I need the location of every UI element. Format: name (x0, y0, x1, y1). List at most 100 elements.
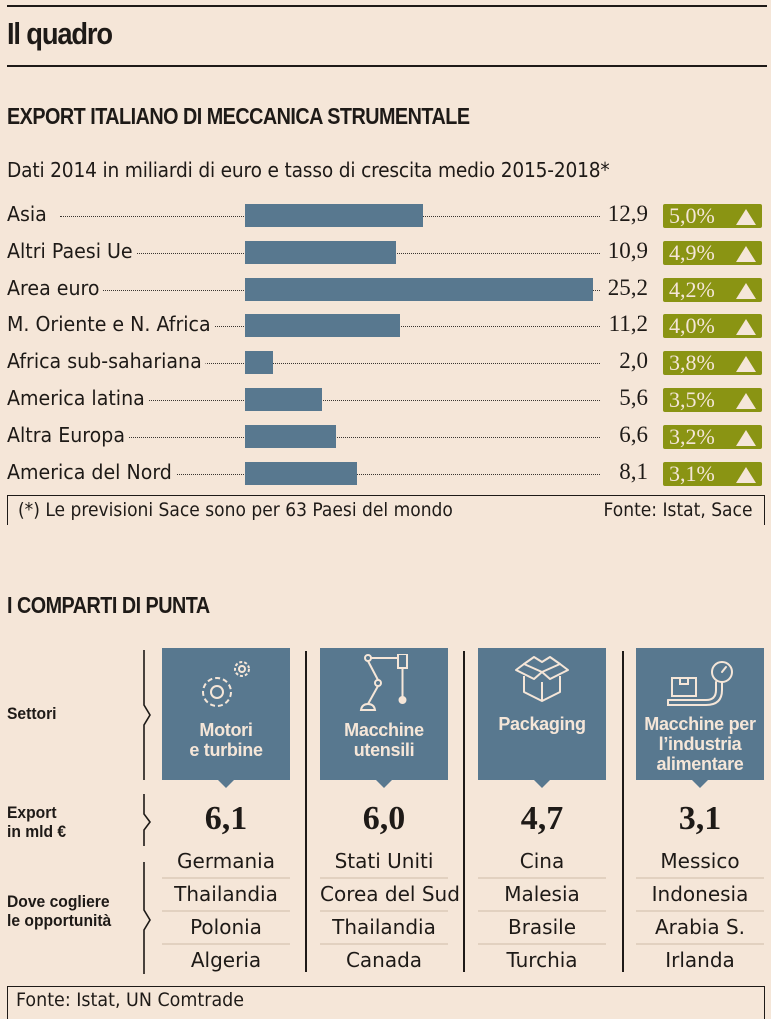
category-label: America latina (7, 386, 149, 410)
bar-row: M. Oriente e N. Africa 11,2 4,0% (0, 311, 771, 341)
growth-rate: 5,0% (669, 203, 715, 228)
bar-row: Altri Paesi Ue 10,9 4,9% (0, 237, 771, 268)
value-label: 5,6 (615, 385, 648, 411)
value-label: 6,6 (615, 421, 648, 448)
row-label-dove: Dove cogliere le opportunità (7, 892, 111, 930)
value-label: 10,9 (603, 237, 648, 264)
country-item: Malesia (504, 882, 580, 906)
row-label-export: Export in mld € (7, 803, 66, 841)
category-label: Altra Europa (7, 422, 129, 447)
growth-rate: 4,9% (669, 239, 715, 265)
country-divider (478, 910, 606, 912)
country-item: Cina (519, 849, 565, 873)
growth-rate: 3,1% (669, 460, 715, 486)
country-item: Brasile (507, 915, 577, 939)
bar (245, 314, 400, 338)
card-pointer (218, 780, 234, 788)
up-triangle-icon (736, 245, 756, 262)
category-label: M. Oriente e N. Africa (7, 312, 215, 337)
footnote: (*) Le previsioni Sace sono per 63 Paesi… (18, 499, 453, 521)
export-section-title: EXPORT ITALIANO DI MECCANICA STRUMENTALE (7, 103, 470, 129)
growth-badge: 3,8% (663, 351, 762, 376)
bar-row: Africa sub-sahariana 2,0 3,8% (0, 348, 771, 378)
export-section-subtitle: Dati 2014 in miliardi di euro e tasso di… (7, 158, 610, 182)
country-item: Stati Uniti (334, 849, 434, 873)
category-label: Area euro (7, 275, 104, 300)
bar (245, 204, 424, 227)
up-triangle-icon (736, 466, 756, 483)
country-divider (162, 943, 290, 945)
leader-dots (60, 400, 600, 401)
scale-icon (667, 661, 733, 706)
brace-dove (143, 862, 151, 974)
growth-badge: 3,2% (663, 423, 762, 449)
growth-badge: 3,5% (663, 388, 762, 412)
country-divider (162, 910, 290, 912)
country-divider (320, 910, 448, 912)
row-label-settori: Settori (7, 704, 57, 723)
country-item: Arabia S. (654, 915, 746, 939)
title-rule (7, 65, 767, 67)
growth-badge: 5,0% (663, 204, 762, 228)
country-divider (162, 877, 290, 879)
sector-card-industria-alimentare: Macchine per l’industria alimentare (636, 648, 764, 788)
up-triangle-icon (736, 282, 756, 299)
row-label-export-line1: Export (7, 803, 57, 822)
robot-arm-icon (359, 654, 408, 711)
export-value: 6,0 (362, 800, 406, 837)
sector-title-line2: utensili (353, 740, 415, 760)
country-item: Canada (345, 948, 423, 972)
country-item: Thailandia (174, 882, 278, 906)
sector-title-line1: Motori (199, 720, 253, 740)
growth-badge: 4,9% (663, 239, 762, 265)
up-triangle-icon (736, 319, 756, 336)
brace-export (143, 794, 151, 846)
sector-title: Motori e turbine (162, 720, 290, 760)
growth-badge: 4,0% (663, 314, 762, 339)
bar-row: America latina 5,6 3,5% (0, 385, 771, 415)
category-label: Asia (7, 202, 51, 226)
sector-card-packaging: Packaging (478, 648, 606, 788)
country-item: Indonesia (651, 882, 749, 906)
country-item: Messico (660, 849, 740, 873)
country-item: Algeria (190, 948, 262, 972)
sector-title: Packaging (478, 714, 606, 734)
up-triangle-icon (736, 429, 756, 446)
sector-title-line2: e turbine (189, 740, 263, 760)
chart-source: Fonte: Istat, Sace (603, 499, 752, 521)
country-item: Corea del Sud (320, 882, 460, 906)
bar (245, 277, 593, 301)
row-label-dove-line1: Dove cogliere (7, 892, 110, 911)
bar (245, 351, 273, 375)
country-divider (478, 877, 606, 879)
country-item: Thailandia (332, 915, 436, 939)
country-divider (320, 943, 448, 945)
growth-rate: 4,2% (669, 276, 715, 302)
sector-title-line1: Packaging (498, 714, 586, 734)
source-box: Fonte: Istat, UN Comtrade (7, 986, 765, 1019)
row-label-export-line2: in mld € (7, 822, 67, 841)
country-item: Irlanda (665, 948, 735, 972)
value-label: 12,9 (603, 201, 648, 227)
sector-title-line1: Macchine per (644, 714, 756, 734)
column-separator (305, 651, 307, 972)
value-label: 11,2 (604, 311, 648, 338)
column-separator (622, 651, 624, 972)
country-divider (320, 877, 448, 879)
card-pointer (376, 780, 392, 788)
sector-card-motori: Motori e turbine (162, 648, 290, 788)
growth-rate: 3,2% (669, 423, 715, 449)
bar-row: Area euro 25,2 4,2% (0, 274, 771, 305)
country-divider (636, 877, 764, 879)
sector-title-line2: l’industria (658, 734, 742, 754)
bar (245, 461, 357, 485)
category-label: Altri Paesi Ue (7, 238, 137, 263)
export-value: 3,1 (678, 800, 722, 837)
value-label: 2,0 (615, 348, 648, 375)
leader-dots (60, 363, 600, 365)
bar-row: Asia 12,9 5,0% (0, 201, 771, 231)
bar-row: America del Nord 8,1 3,1% (0, 458, 771, 489)
sector-title-line3: alimentare (656, 754, 744, 774)
top-rule (7, 5, 767, 7)
sector-card-macchine-utensili: Macchine utensili (320, 648, 448, 788)
